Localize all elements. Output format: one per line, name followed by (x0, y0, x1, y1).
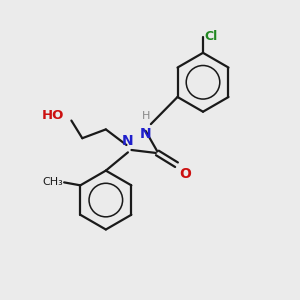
Text: HO: HO (42, 109, 64, 122)
Text: CH₃: CH₃ (42, 177, 63, 188)
Text: Cl: Cl (205, 30, 218, 43)
Text: H: H (141, 111, 150, 121)
Text: O: O (179, 167, 191, 181)
Text: N: N (122, 134, 134, 148)
Text: N: N (140, 127, 152, 141)
